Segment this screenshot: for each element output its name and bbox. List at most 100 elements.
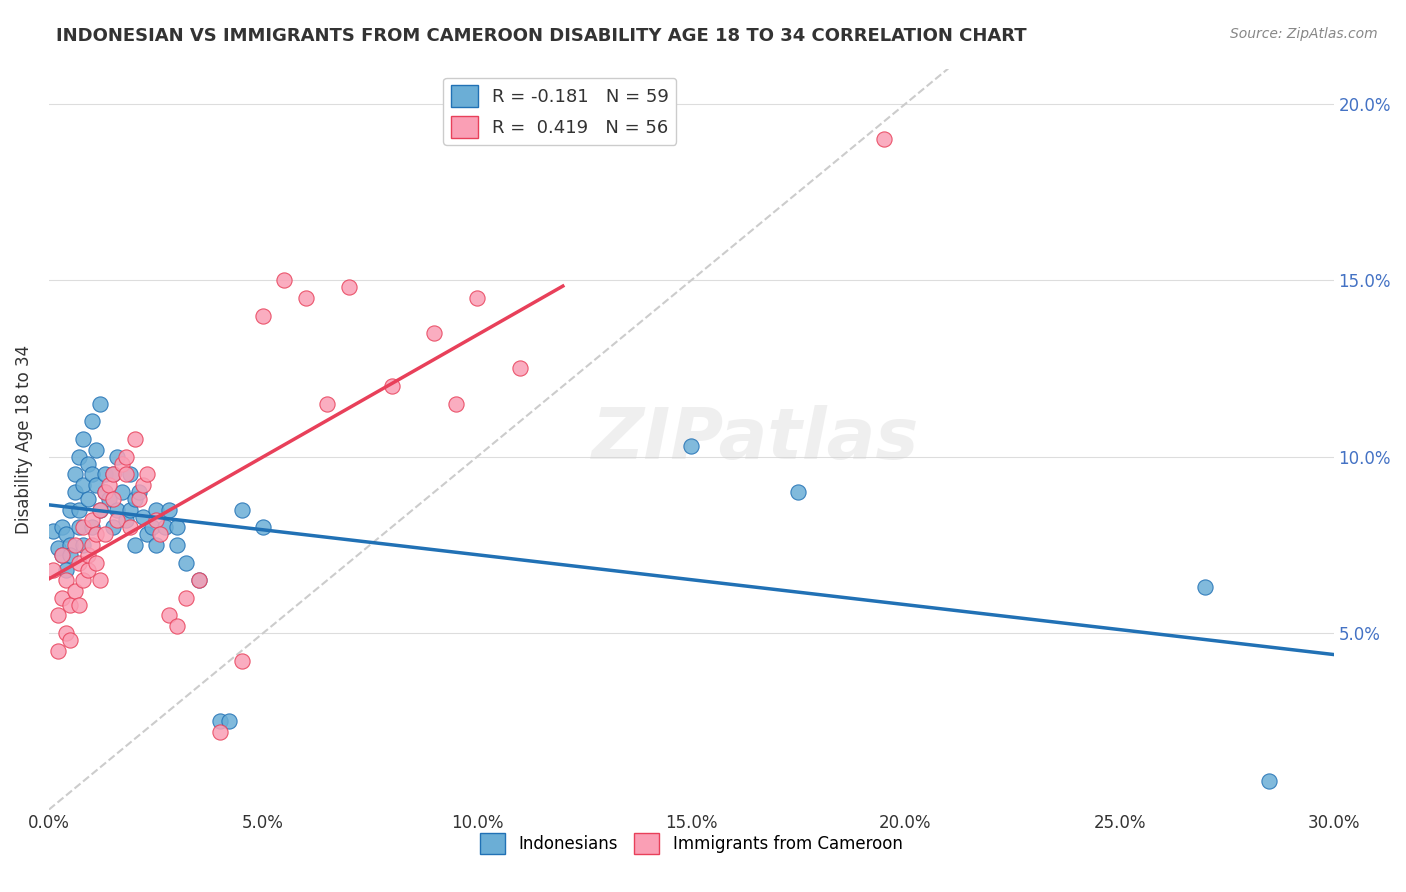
Point: [209, 725, 232, 739]
Point: [76, 563, 98, 577]
Point: [59, 549, 82, 563]
Point: [141, 520, 163, 534]
Point: [89, 397, 111, 411]
Point: [55, 527, 77, 541]
Point: [120, 467, 142, 482]
Point: [107, 450, 129, 464]
Point: [444, 397, 467, 411]
Point: [42, 524, 65, 538]
Text: ZIPatlas: ZIPatlas: [592, 405, 920, 474]
Point: [103, 520, 125, 534]
Point: [72, 432, 94, 446]
Point: [681, 439, 703, 453]
Point: [59, 502, 82, 516]
Point: [128, 491, 150, 506]
Point: [59, 598, 82, 612]
Point: [465, 291, 488, 305]
Point: [145, 502, 167, 516]
Point: [80, 538, 103, 552]
Point: [55, 626, 77, 640]
Point: [63, 538, 86, 552]
Point: [103, 467, 125, 482]
Point: [174, 556, 197, 570]
Point: [380, 379, 402, 393]
Point: [46, 541, 69, 556]
Point: [89, 573, 111, 587]
Point: [252, 520, 274, 534]
Point: [111, 457, 134, 471]
Point: [67, 556, 90, 570]
Point: [136, 467, 159, 482]
Point: [55, 563, 77, 577]
Point: [209, 714, 232, 729]
Point: [72, 573, 94, 587]
Point: [59, 538, 82, 552]
Point: [107, 502, 129, 516]
Point: [93, 485, 115, 500]
Point: [187, 573, 209, 587]
Point: [67, 598, 90, 612]
Point: [316, 397, 339, 411]
Point: [787, 485, 810, 500]
Point: [273, 273, 295, 287]
Point: [128, 485, 150, 500]
Point: [132, 478, 155, 492]
Point: [132, 509, 155, 524]
Point: [145, 513, 167, 527]
Point: [1258, 774, 1281, 789]
Point: [80, 520, 103, 534]
Point: [72, 478, 94, 492]
Point: [873, 132, 896, 146]
Point: [76, 549, 98, 563]
Point: [174, 591, 197, 605]
Point: [337, 280, 360, 294]
Point: [76, 491, 98, 506]
Point: [42, 563, 65, 577]
Point: [84, 478, 107, 492]
Text: INDONESIAN VS IMMIGRANTS FROM CAMEROON DISABILITY AGE 18 TO 34 CORRELATION CHART: INDONESIAN VS IMMIGRANTS FROM CAMEROON D…: [56, 27, 1026, 45]
Point: [80, 467, 103, 482]
Point: [51, 591, 73, 605]
Point: [103, 491, 125, 506]
Point: [124, 432, 146, 446]
Point: [93, 527, 115, 541]
Point: [509, 361, 531, 376]
Point: [59, 633, 82, 648]
Point: [295, 291, 318, 305]
Point: [80, 414, 103, 428]
Point: [63, 485, 86, 500]
Point: [115, 467, 138, 482]
Point: [97, 478, 120, 492]
Point: [84, 442, 107, 457]
Point: [97, 491, 120, 506]
Point: [111, 485, 134, 500]
Point: [115, 450, 138, 464]
Point: [166, 619, 188, 633]
Point: [252, 309, 274, 323]
Point: [72, 538, 94, 552]
Point: [136, 527, 159, 541]
Point: [218, 714, 240, 729]
Point: [63, 583, 86, 598]
Point: [89, 502, 111, 516]
Point: [157, 608, 180, 623]
Point: [145, 538, 167, 552]
Point: [72, 520, 94, 534]
Point: [51, 520, 73, 534]
Point: [166, 520, 188, 534]
Point: [107, 513, 129, 527]
Text: Source: ZipAtlas.com: Source: ZipAtlas.com: [1230, 27, 1378, 41]
Point: [231, 502, 253, 516]
Point: [80, 513, 103, 527]
Point: [46, 644, 69, 658]
Point: [231, 654, 253, 668]
Legend: R = -0.181   N = 59, R =  0.419   N = 56: R = -0.181 N = 59, R = 0.419 N = 56: [443, 78, 676, 145]
Point: [67, 450, 90, 464]
Y-axis label: Disability Age 18 to 34: Disability Age 18 to 34: [15, 344, 32, 533]
Point: [423, 326, 446, 341]
Point: [93, 467, 115, 482]
Point: [67, 520, 90, 534]
Point: [67, 502, 90, 516]
Point: [46, 608, 69, 623]
Point: [153, 520, 176, 534]
